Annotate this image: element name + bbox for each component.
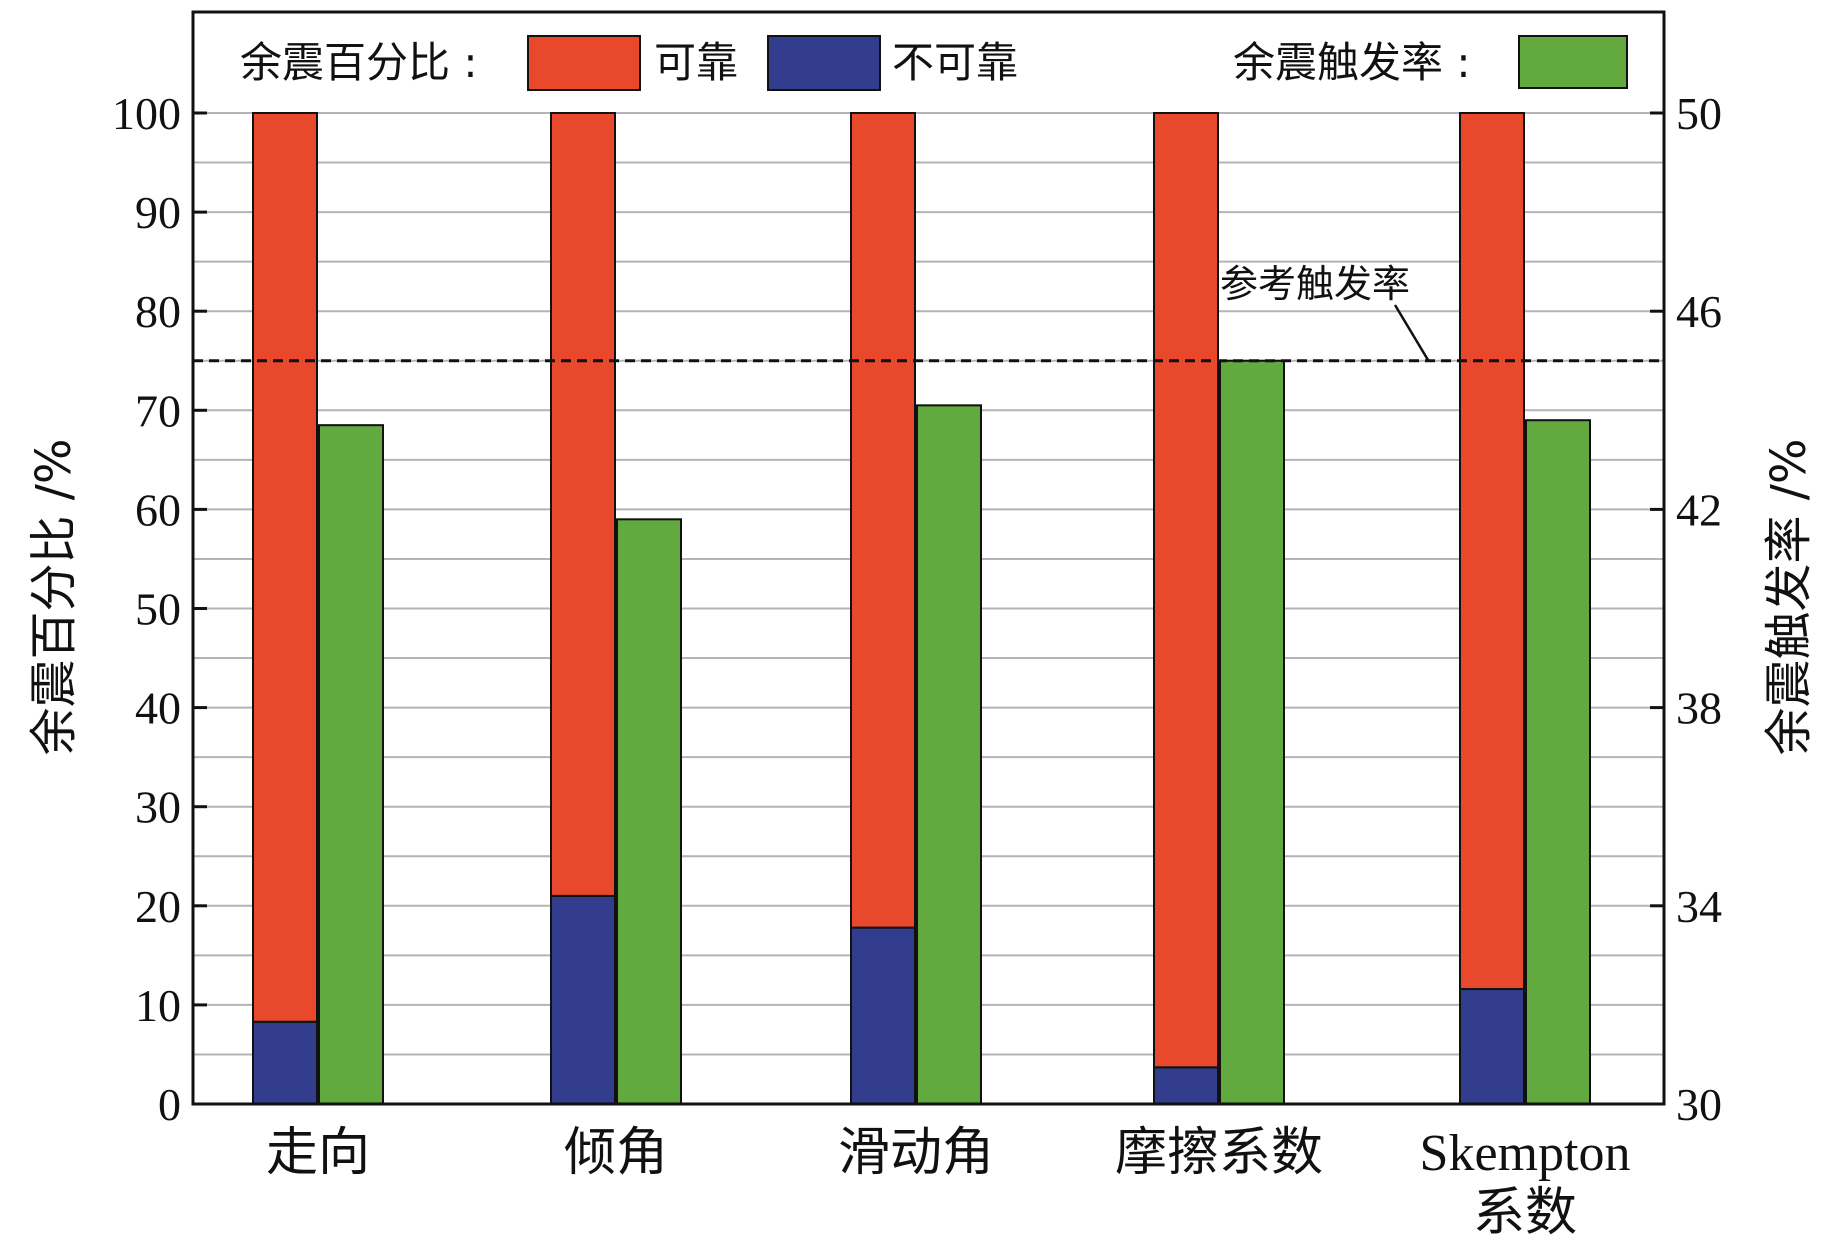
bar-reliable bbox=[1459, 112, 1525, 991]
y-axis-left-title: 余震百分比 /% bbox=[26, 438, 82, 755]
reference-line-label: 参考触发率 bbox=[1220, 262, 1410, 306]
legend-swatch-trigger-rate bbox=[1518, 35, 1628, 89]
bar-trigger-rate bbox=[318, 424, 384, 1106]
left-tick-label: 10 bbox=[135, 980, 181, 1031]
left-tick-label: 100 bbox=[112, 88, 181, 139]
left-tick-label: 50 bbox=[135, 584, 181, 635]
legend-group1-title: 余震百分比 : bbox=[240, 38, 478, 87]
reference-line-leader bbox=[1393, 304, 1430, 361]
bar-unreliable bbox=[850, 926, 916, 1105]
category-label: 走向 bbox=[266, 1123, 370, 1183]
bar-reliable bbox=[850, 112, 916, 929]
right-tick-label: 46 bbox=[1676, 286, 1722, 337]
right-tick-label: 38 bbox=[1676, 683, 1722, 734]
category-label: 倾角 bbox=[564, 1123, 668, 1183]
left-tick-label: 0 bbox=[158, 1079, 181, 1130]
left-tick-label: 60 bbox=[135, 484, 181, 535]
bar-unreliable bbox=[252, 1020, 318, 1106]
bar-trigger-rate bbox=[1525, 419, 1591, 1105]
legend-swatch-reliable bbox=[527, 35, 641, 91]
left-tick-label: 70 bbox=[135, 385, 181, 436]
bar-reliable bbox=[1153, 112, 1219, 1069]
bar-unreliable bbox=[1153, 1066, 1219, 1106]
category-label: 系数 bbox=[1473, 1183, 1577, 1243]
left-axis-ticks: 0 10 20 30 40 50 60 70 80 90 100 bbox=[112, 88, 207, 1130]
legend: 余震百分比 : 可靠 不可靠 余震触发率 : bbox=[240, 35, 1628, 91]
bar-trigger-rate bbox=[1219, 359, 1285, 1105]
legend-swatch-unreliable bbox=[767, 35, 881, 91]
legend-group2-title: 余震触发率 : bbox=[1233, 38, 1471, 87]
bars bbox=[252, 112, 1591, 1106]
legend-label-reliable: 可靠 bbox=[654, 38, 738, 87]
left-tick-label: 20 bbox=[135, 881, 181, 932]
bar-trigger-rate bbox=[916, 404, 982, 1106]
left-tick-label: 30 bbox=[135, 782, 181, 833]
bar-reliable bbox=[550, 112, 616, 897]
left-tick-label: 90 bbox=[135, 187, 181, 238]
bar-trigger-rate bbox=[616, 518, 682, 1105]
category-label: Skempton bbox=[1420, 1125, 1631, 1182]
right-tick-label: 42 bbox=[1676, 484, 1722, 535]
right-tick-label: 30 bbox=[1676, 1079, 1722, 1130]
category-label: 滑动角 bbox=[838, 1123, 994, 1183]
left-tick-label: 40 bbox=[135, 683, 181, 734]
bar-reliable bbox=[252, 112, 318, 1023]
bar-unreliable bbox=[1459, 988, 1525, 1106]
category-label: 摩擦系数 bbox=[1115, 1123, 1323, 1183]
bar-unreliable bbox=[550, 894, 616, 1106]
right-tick-label: 34 bbox=[1676, 881, 1722, 932]
y-axis-right-title: 余震触发率 /% bbox=[1761, 438, 1817, 755]
plot-frame bbox=[191, 10, 1666, 1106]
right-tick-label: 50 bbox=[1676, 88, 1722, 139]
legend-label-unreliable: 不可靠 bbox=[892, 38, 1018, 87]
left-tick-label: 80 bbox=[135, 286, 181, 337]
right-axis-ticks: 30 34 38 42 46 50 bbox=[1650, 88, 1722, 1130]
